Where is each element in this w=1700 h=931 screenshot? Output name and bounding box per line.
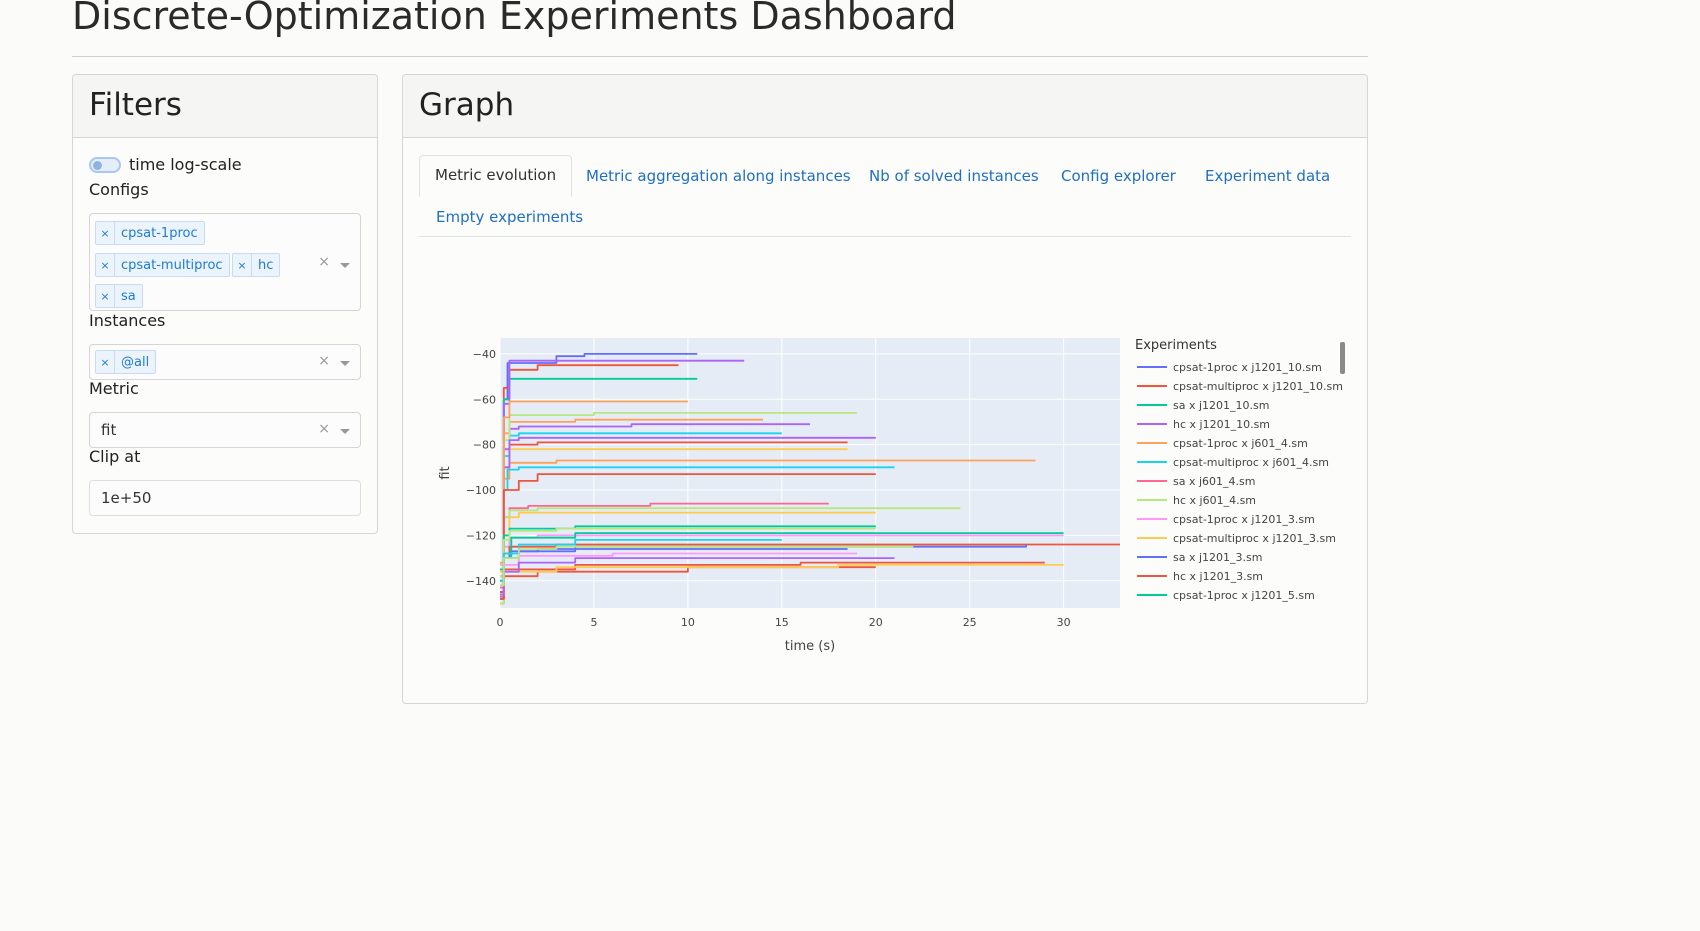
legend-item: cpsat-multiproc x j1201_10.sm	[1173, 380, 1343, 393]
tag-remove-icon[interactable]: ×	[96, 285, 115, 307]
tag-remove-icon[interactable]: ×	[96, 351, 115, 373]
y-tick-label: −140	[466, 575, 496, 588]
legend-item: cpsat-1proc x j1201_10.sm	[1173, 361, 1322, 374]
tag-remove-icon[interactable]: ×	[96, 222, 115, 244]
y-tick-label: −120	[466, 529, 496, 542]
legend-item: hc x j1201_10.sm	[1173, 418, 1270, 431]
chevron-down-icon[interactable]	[340, 361, 350, 366]
configs-select[interactable]: × cpsat-1proc × cpsat-multiproc × hc × s…	[89, 213, 361, 311]
x-tick-label: 25	[963, 616, 977, 629]
clip-at-label: Clip at	[89, 447, 141, 466]
config-tag-cpsat-multiproc: × cpsat-multiproc	[95, 253, 230, 277]
time-log-scale-toggle[interactable]	[89, 157, 121, 173]
filters-header: Filters	[73, 75, 377, 138]
series-line	[500, 545, 914, 587]
x-tick-label: 0	[497, 616, 504, 629]
config-tag-cpsat-1proc: × cpsat-1proc	[95, 221, 205, 245]
legend-item: cpsat-1proc x j1201_3.sm	[1173, 513, 1315, 526]
instances-label: Instances	[89, 311, 166, 330]
legend-item: sa x j1201_3.sm	[1173, 551, 1262, 564]
x-tick-label: 5	[590, 616, 597, 629]
config-tag-hc: × hc	[232, 253, 281, 277]
instance-tag-all: × @all	[95, 350, 157, 374]
tab-experiment-data[interactable]: Experiment data	[1205, 167, 1331, 185]
x-tick-label: 20	[869, 616, 883, 629]
legend-item: sa x j1201_10.sm	[1173, 399, 1269, 412]
config-tag-sa: × sa	[95, 284, 143, 308]
graph-header: Graph	[403, 75, 1367, 138]
y-axis-label: fit	[438, 466, 453, 479]
legend-item: cpsat-multiproc x j1201_3.sm	[1173, 532, 1336, 545]
tabs-divider	[419, 236, 1351, 237]
graph-title: Graph	[419, 87, 515, 123]
metric-select[interactable]: fit ×	[89, 412, 361, 448]
legend-title: Experiments	[1135, 338, 1217, 353]
x-tick-label: 10	[681, 616, 695, 629]
metric-evolution-chart[interactable]: 0 5 10 15 20 25 30 −40 −60 −80 −100 −120 −140 time (s…	[403, 75, 1367, 703]
configs-label: Configs	[89, 180, 149, 199]
legend-item: hc x j601_4.sm	[1173, 494, 1256, 507]
y-tick-label: −40	[473, 348, 496, 361]
legend-item: cpsat-1proc x j1201_5.sm	[1173, 589, 1315, 602]
metric-value: fit	[101, 421, 117, 439]
x-axis-label: time (s)	[785, 639, 835, 654]
legend-scrollbar	[1340, 342, 1345, 374]
metric-label: Metric	[89, 379, 139, 398]
tab-empty-experiments[interactable]: Empty experiments	[436, 208, 584, 226]
legend-item: cpsat-multiproc x j601_4.sm	[1173, 456, 1329, 469]
series-line	[500, 557, 895, 596]
instances-select[interactable]: × @all ×	[89, 344, 361, 380]
filters-title: Filters	[89, 87, 182, 123]
chevron-down-icon[interactable]	[340, 263, 350, 268]
page-title: Discrete-Optimization Experiments Dashbo…	[72, 0, 957, 38]
y-tick-label: −60	[473, 393, 496, 406]
tab-metric-aggregation[interactable]: Metric aggregation along instances	[586, 167, 851, 185]
graph-panel: Graph Metric evolution Metric aggregatio…	[402, 74, 1368, 704]
tag-remove-icon[interactable]: ×	[96, 254, 115, 276]
clip-at-input[interactable]	[89, 480, 361, 516]
legend-item: cpsat-1proc x j601_4.sm	[1173, 437, 1308, 450]
time-log-scale-label: time log-scale	[129, 155, 242, 174]
clear-instances-icon[interactable]: ×	[318, 353, 330, 369]
clear-metric-icon[interactable]: ×	[318, 421, 330, 437]
legend-item: sa x j601_4.sm	[1173, 475, 1255, 488]
clear-configs-icon[interactable]: ×	[318, 254, 330, 270]
toggle-knob	[93, 161, 102, 170]
legend-item: hc x j1201_3.sm	[1173, 570, 1263, 583]
tag-remove-icon[interactable]: ×	[233, 254, 252, 276]
tab-config-explorer[interactable]: Config explorer	[1061, 167, 1176, 185]
filters-panel: Filters time log-scale Configs × cpsat-1…	[72, 74, 378, 534]
y-tick-label: −80	[473, 439, 496, 452]
x-tick-label: 30	[1057, 616, 1071, 629]
chevron-down-icon[interactable]	[340, 429, 350, 434]
title-divider	[72, 56, 1368, 57]
tab-nb-solved-instances[interactable]: Nb of solved instances	[869, 167, 1039, 185]
tab-metric-evolution[interactable]: Metric evolution	[419, 155, 573, 197]
y-tick-label: −100	[466, 484, 496, 497]
x-tick-label: 15	[775, 616, 789, 629]
